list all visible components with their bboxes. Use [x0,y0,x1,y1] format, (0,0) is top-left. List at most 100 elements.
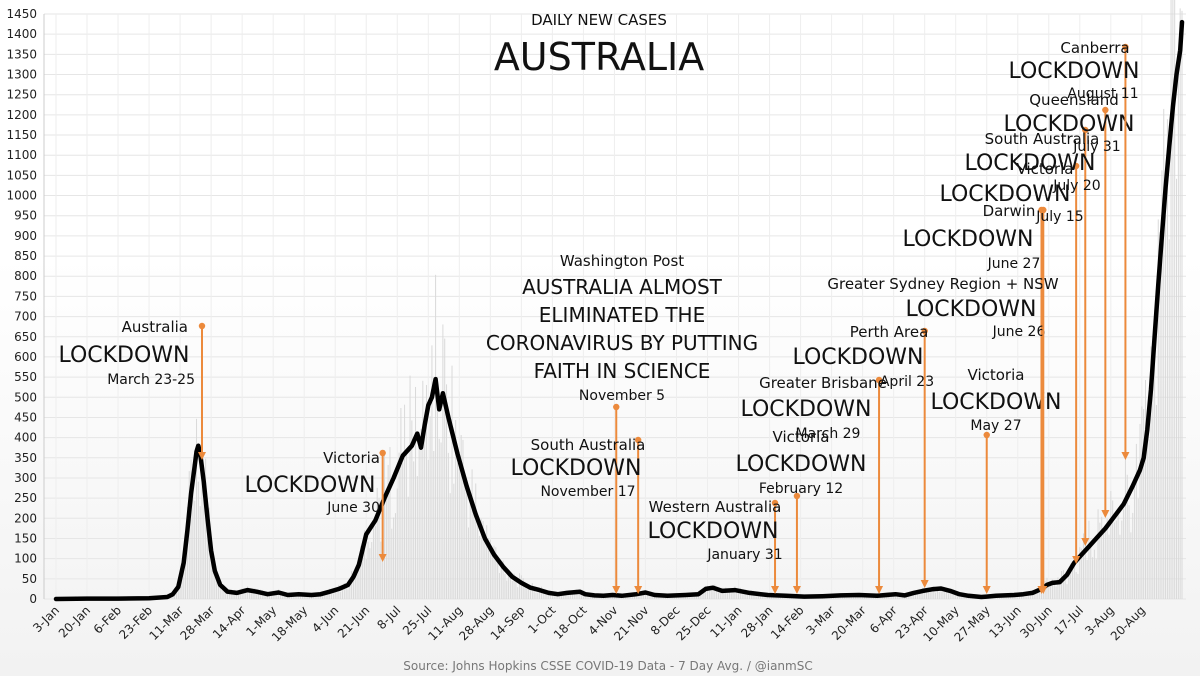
daily-bar [452,366,453,599]
annotation-lockdown-label: LOCKDOWN [939,182,1070,207]
y-tick-label: 1400 [6,27,37,41]
daily-bar [404,405,405,599]
daily-bar [1134,477,1135,599]
daily-bar [473,513,474,599]
y-tick-label: 700 [14,310,37,324]
annotation-lockdown-label: LOCKDOWN [58,343,189,368]
daily-bar [935,593,936,599]
daily-bar [366,559,367,599]
daily-bar [386,492,387,599]
daily-bar [709,591,710,599]
x-tick-label: 30-Jun [1017,603,1054,640]
daily-bar [402,463,403,599]
daily-bar [917,594,918,599]
annotation-arrowhead [771,586,779,594]
daily-bar [941,590,942,599]
y-tick-label: 1050 [6,168,37,182]
daily-bar [1087,560,1088,599]
annotation-name: Perth Area [850,323,929,341]
daily-bar [1132,513,1133,599]
daily-bar [1063,570,1064,599]
y-tick-label: 50 [22,572,37,586]
y-tick-label: 1300 [6,68,37,82]
daily-bar [347,589,348,599]
daily-bar [532,583,533,599]
annotation-lockdown-label: LOCKDOWN [647,519,778,544]
daily-bar [355,579,356,599]
y-tick-label: 900 [14,229,37,243]
daily-bar [464,476,465,599]
y-tick-label: 1100 [6,148,37,162]
daily-bar [417,476,418,599]
daily-bar [1123,509,1124,599]
daily-bar [422,381,423,599]
chart-subtitle: DAILY NEW CASES [531,11,667,29]
daily-bar [1180,8,1181,599]
annotation-name: Canberra [1060,39,1129,57]
daily-bar [919,593,920,599]
annotation-dot [379,450,385,456]
y-tick-label: 0 [29,592,37,606]
annotation-date: January 31 [706,547,782,563]
daily-bar [1118,512,1119,599]
daily-bar [200,506,201,599]
daily-bar [1138,499,1139,599]
x-axis: 3-Jan20-Jan6-Feb23-Feb11-Mar28-Mar14-Apr… [30,603,1148,645]
y-tick-label: 300 [14,471,37,485]
daily-bar [1119,535,1120,599]
x-tick-label: 18-Oct [551,603,590,642]
x-tick-label: 20-Aug [1108,603,1148,643]
daily-bar [942,591,943,599]
y-tick-label: 1000 [6,189,37,203]
daily-bar [198,482,199,599]
daily-bar [939,592,940,599]
x-tick-label: 14-Sep [488,603,528,643]
daily-bar [475,483,476,599]
daily-bar [1077,574,1078,599]
x-tick-label: 21-Nov [611,603,651,643]
annotation-headline-line: ELIMINATED THE [539,303,705,327]
daily-bar [444,339,445,599]
daily-bar [1116,521,1117,599]
x-tick-label: 21-Jun [335,603,372,640]
daily-bar [1061,571,1062,599]
daily-bar [1076,572,1077,599]
annotation-name: Greater Sydney Region + NSW [827,275,1058,293]
daily-bar [408,497,409,599]
y-tick-label: 1200 [6,108,37,122]
annotation-arrowhead [612,586,620,594]
annotation-lockdown-label: LOCKDOWN [510,456,641,481]
daily-bar [375,526,376,599]
daily-bar [727,593,728,599]
y-tick-label: 1250 [6,88,37,102]
annotation-headline-line: AUSTRALIA ALMOST [522,275,723,299]
annotation-lockdown-label: LOCKDOWN [905,297,1036,322]
daily-bar [333,593,334,599]
daily-bar [1136,444,1137,599]
daily-bar [371,542,372,599]
y-tick-label: 500 [14,390,37,404]
daily-bar [437,398,438,599]
daily-bar [517,587,518,599]
daily-bar [1074,566,1075,599]
annotation-lockdown-label: LOCKDOWN [902,227,1033,252]
daily-bar [256,593,257,599]
daily-bar [391,529,392,599]
daily-bar [1090,544,1091,599]
chart-title: AUSTRALIA [494,35,704,79]
annotation-name: Greater Brisbane [759,374,887,392]
daily-bar [1092,557,1093,599]
daily-bar [194,501,195,599]
annotation-arrowhead [875,586,883,594]
y-tick-label: 1150 [6,128,37,142]
daily-bar [369,548,370,599]
annotation-lockdown-label: LOCKDOWN [792,345,923,370]
daily-bar [497,558,498,599]
daily-bar [384,450,385,599]
daily-bar [1176,179,1177,599]
daily-bar [1125,458,1126,599]
x-tick-label: 14-Feb [768,603,807,642]
daily-bar [280,595,281,599]
x-tick-label: 20-Jan [56,603,93,640]
daily-bar [521,575,522,599]
